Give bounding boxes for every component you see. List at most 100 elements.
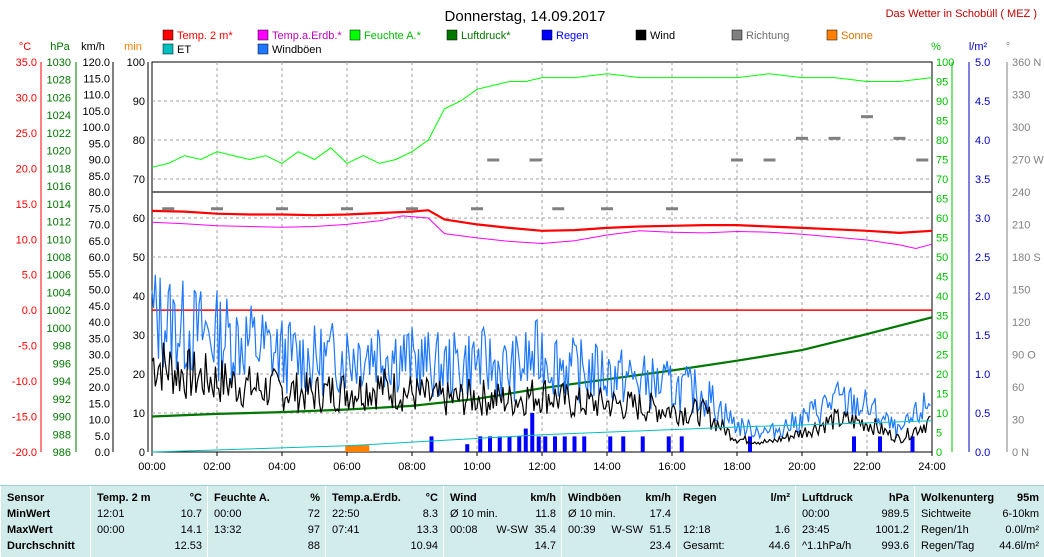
- rain-bar: [910, 436, 915, 452]
- temp-axis-tick: -5.0: [18, 341, 37, 353]
- summary-row-label: Regen/1h: [921, 524, 969, 536]
- summary-value: 6-10km: [1002, 508, 1039, 520]
- reference-lines: [152, 191, 932, 311]
- pressure-axis-tick: 986: [53, 447, 71, 459]
- axis-unit-headers: °C hPa km/h min % l/m² °: [19, 41, 1010, 53]
- humidity-axis-tick: 40: [936, 291, 948, 303]
- summary-header: Temp.a.Erdb.: [332, 492, 401, 504]
- series-line: [151, 342, 931, 446]
- rain-axis-tick: 4.0: [975, 135, 990, 147]
- humidity-axis-tick: 65: [936, 194, 948, 206]
- unit-kmh: km/h: [81, 41, 105, 53]
- rain-bar: [465, 444, 470, 452]
- direction-mark: [861, 115, 873, 119]
- summary-row-label: Regen/Tag: [921, 540, 975, 552]
- wind-axis-tick: 100.0: [82, 122, 110, 134]
- summary-column: Luftdruck hPa 00:00 989.5 23:45 1001.2 ^1.1hPa…: [795, 486, 915, 557]
- pressure-axis-tick: 1022: [47, 128, 71, 140]
- summary-value: 23.4: [649, 540, 671, 552]
- wind-axis-tick: 35.0: [89, 333, 110, 345]
- rain-axis-tick: 3.5: [975, 174, 990, 186]
- pressure-axis-tick: 996: [53, 358, 71, 370]
- series-line: [151, 209, 933, 235]
- legend-label: Wind: [650, 30, 675, 42]
- summary-panel: Sensor MinWert MaxWert Durchschnitt Temp. 2 …: [0, 485, 1044, 557]
- pressure-axis-tick: 1030: [47, 57, 71, 69]
- wind-axis-tick: 90.0: [89, 155, 110, 167]
- sun-axis-tick: 50: [133, 252, 145, 264]
- humidity-axis-tick: 5: [936, 428, 942, 440]
- direction-axis-tick: 330: [1012, 90, 1030, 102]
- wind-axis-tick: 20.0: [89, 382, 110, 394]
- legend-swatch: [826, 29, 838, 41]
- summary-unit: km/h: [645, 492, 671, 504]
- unit-pct: %: [931, 41, 941, 53]
- direction-axis-tick: 120: [1012, 317, 1030, 329]
- summary-direction: W-SW: [496, 524, 528, 536]
- wind-axis-tick: 105.0: [82, 106, 110, 118]
- sun-axis-tick: 30: [133, 330, 145, 342]
- temp-axis-tick: 5.0: [22, 270, 37, 282]
- humidity-axis-tick: 55: [936, 233, 948, 245]
- legend-label: Regen: [556, 30, 588, 42]
- summary-header: Luftdruck: [802, 492, 853, 504]
- summary-unit: l/m²: [770, 492, 790, 504]
- summary-time: 22:50: [332, 508, 360, 520]
- summary-value: 44.6: [768, 540, 790, 552]
- legend-label: Luftdruck*: [461, 30, 511, 42]
- sun-bar: [345, 445, 370, 452]
- summary-header: Temp. 2 m: [97, 492, 151, 504]
- x-axis-tick: 00:00: [138, 461, 166, 473]
- direction-mark: [471, 207, 483, 211]
- summary-header: Sensor: [7, 492, 45, 504]
- summary-row-label: Ø 10 min.: [450, 508, 498, 520]
- direction-mark: [893, 136, 906, 140]
- pressure-axis-tick: 988: [53, 429, 71, 441]
- weather-chart: Donnerstag, 14.09.2017 Das Wetter in Sch…: [12, 8, 1044, 473]
- pressure-axis-tick: 1002: [47, 305, 71, 317]
- summary-value: 989.5: [881, 508, 909, 520]
- summary-time: 12:18: [683, 524, 711, 536]
- wind-axis-tick: 70.0: [89, 220, 110, 232]
- legend-item: Regen: [541, 29, 588, 42]
- rain-bar: [852, 436, 856, 452]
- temp-axis-tick: 30.0: [16, 92, 37, 104]
- summary-column: Wind km/h Ø 10 min. 11.8 00:08 W-SW 35.4 14.7: [443, 486, 562, 557]
- summary-time: 00:00: [802, 508, 830, 520]
- axis-tick-labels: 35.0 30.0 25.0 20.0 15.0 10.0 5.0 0.0 -5.0 -10.0 -…: [12, 57, 1044, 473]
- unit-temp: °C: [19, 41, 31, 53]
- humidity-axis-tick: 95: [936, 77, 948, 89]
- rain-bar: [530, 413, 535, 452]
- direction-axis-tick: 210: [1012, 220, 1030, 232]
- legend-swatch: [162, 29, 174, 41]
- wind-axis-tick: 0.0: [95, 447, 110, 459]
- summary-time: 23:45: [802, 524, 830, 536]
- sun-axis-tick: 60: [133, 213, 145, 225]
- direction-axis-tick: 300: [1012, 122, 1030, 134]
- wind-axis-tick: 65.0: [89, 236, 110, 248]
- direction-mark: [828, 136, 841, 140]
- sun-axis-tick: 40: [133, 291, 145, 303]
- series-line: [151, 420, 933, 453]
- direction-axis-tick: 360 N: [1012, 57, 1041, 69]
- direction-mark: [211, 207, 223, 211]
- legend-label: Richtung: [746, 30, 789, 42]
- pressure-axis-tick: 1000: [47, 323, 71, 335]
- x-axis-tick: 12:00: [528, 461, 556, 473]
- summary-value: 44.6l/m²: [999, 540, 1039, 552]
- wind-axis-tick: 80.0: [89, 187, 110, 199]
- rain-bar: [562, 436, 567, 452]
- wind-axis-tick: 85.0: [89, 171, 110, 183]
- humidity-axis-tick: 75: [936, 155, 948, 167]
- direction-axis-tick: 90 O: [1012, 350, 1036, 362]
- rain-bar: [543, 436, 548, 452]
- summary-header: Regen: [683, 492, 717, 504]
- sun-axis-tick: 100: [127, 57, 145, 69]
- wind-axis-tick: 55.0: [89, 268, 110, 280]
- temp-axis-tick: 10.0: [16, 234, 37, 246]
- direction-mark: [731, 158, 743, 162]
- rain-bar: [572, 436, 577, 452]
- legend-item: Windböen: [257, 43, 322, 56]
- summary-value: 0.0l/m²: [1005, 524, 1039, 536]
- summary-value: 17.4: [649, 508, 671, 520]
